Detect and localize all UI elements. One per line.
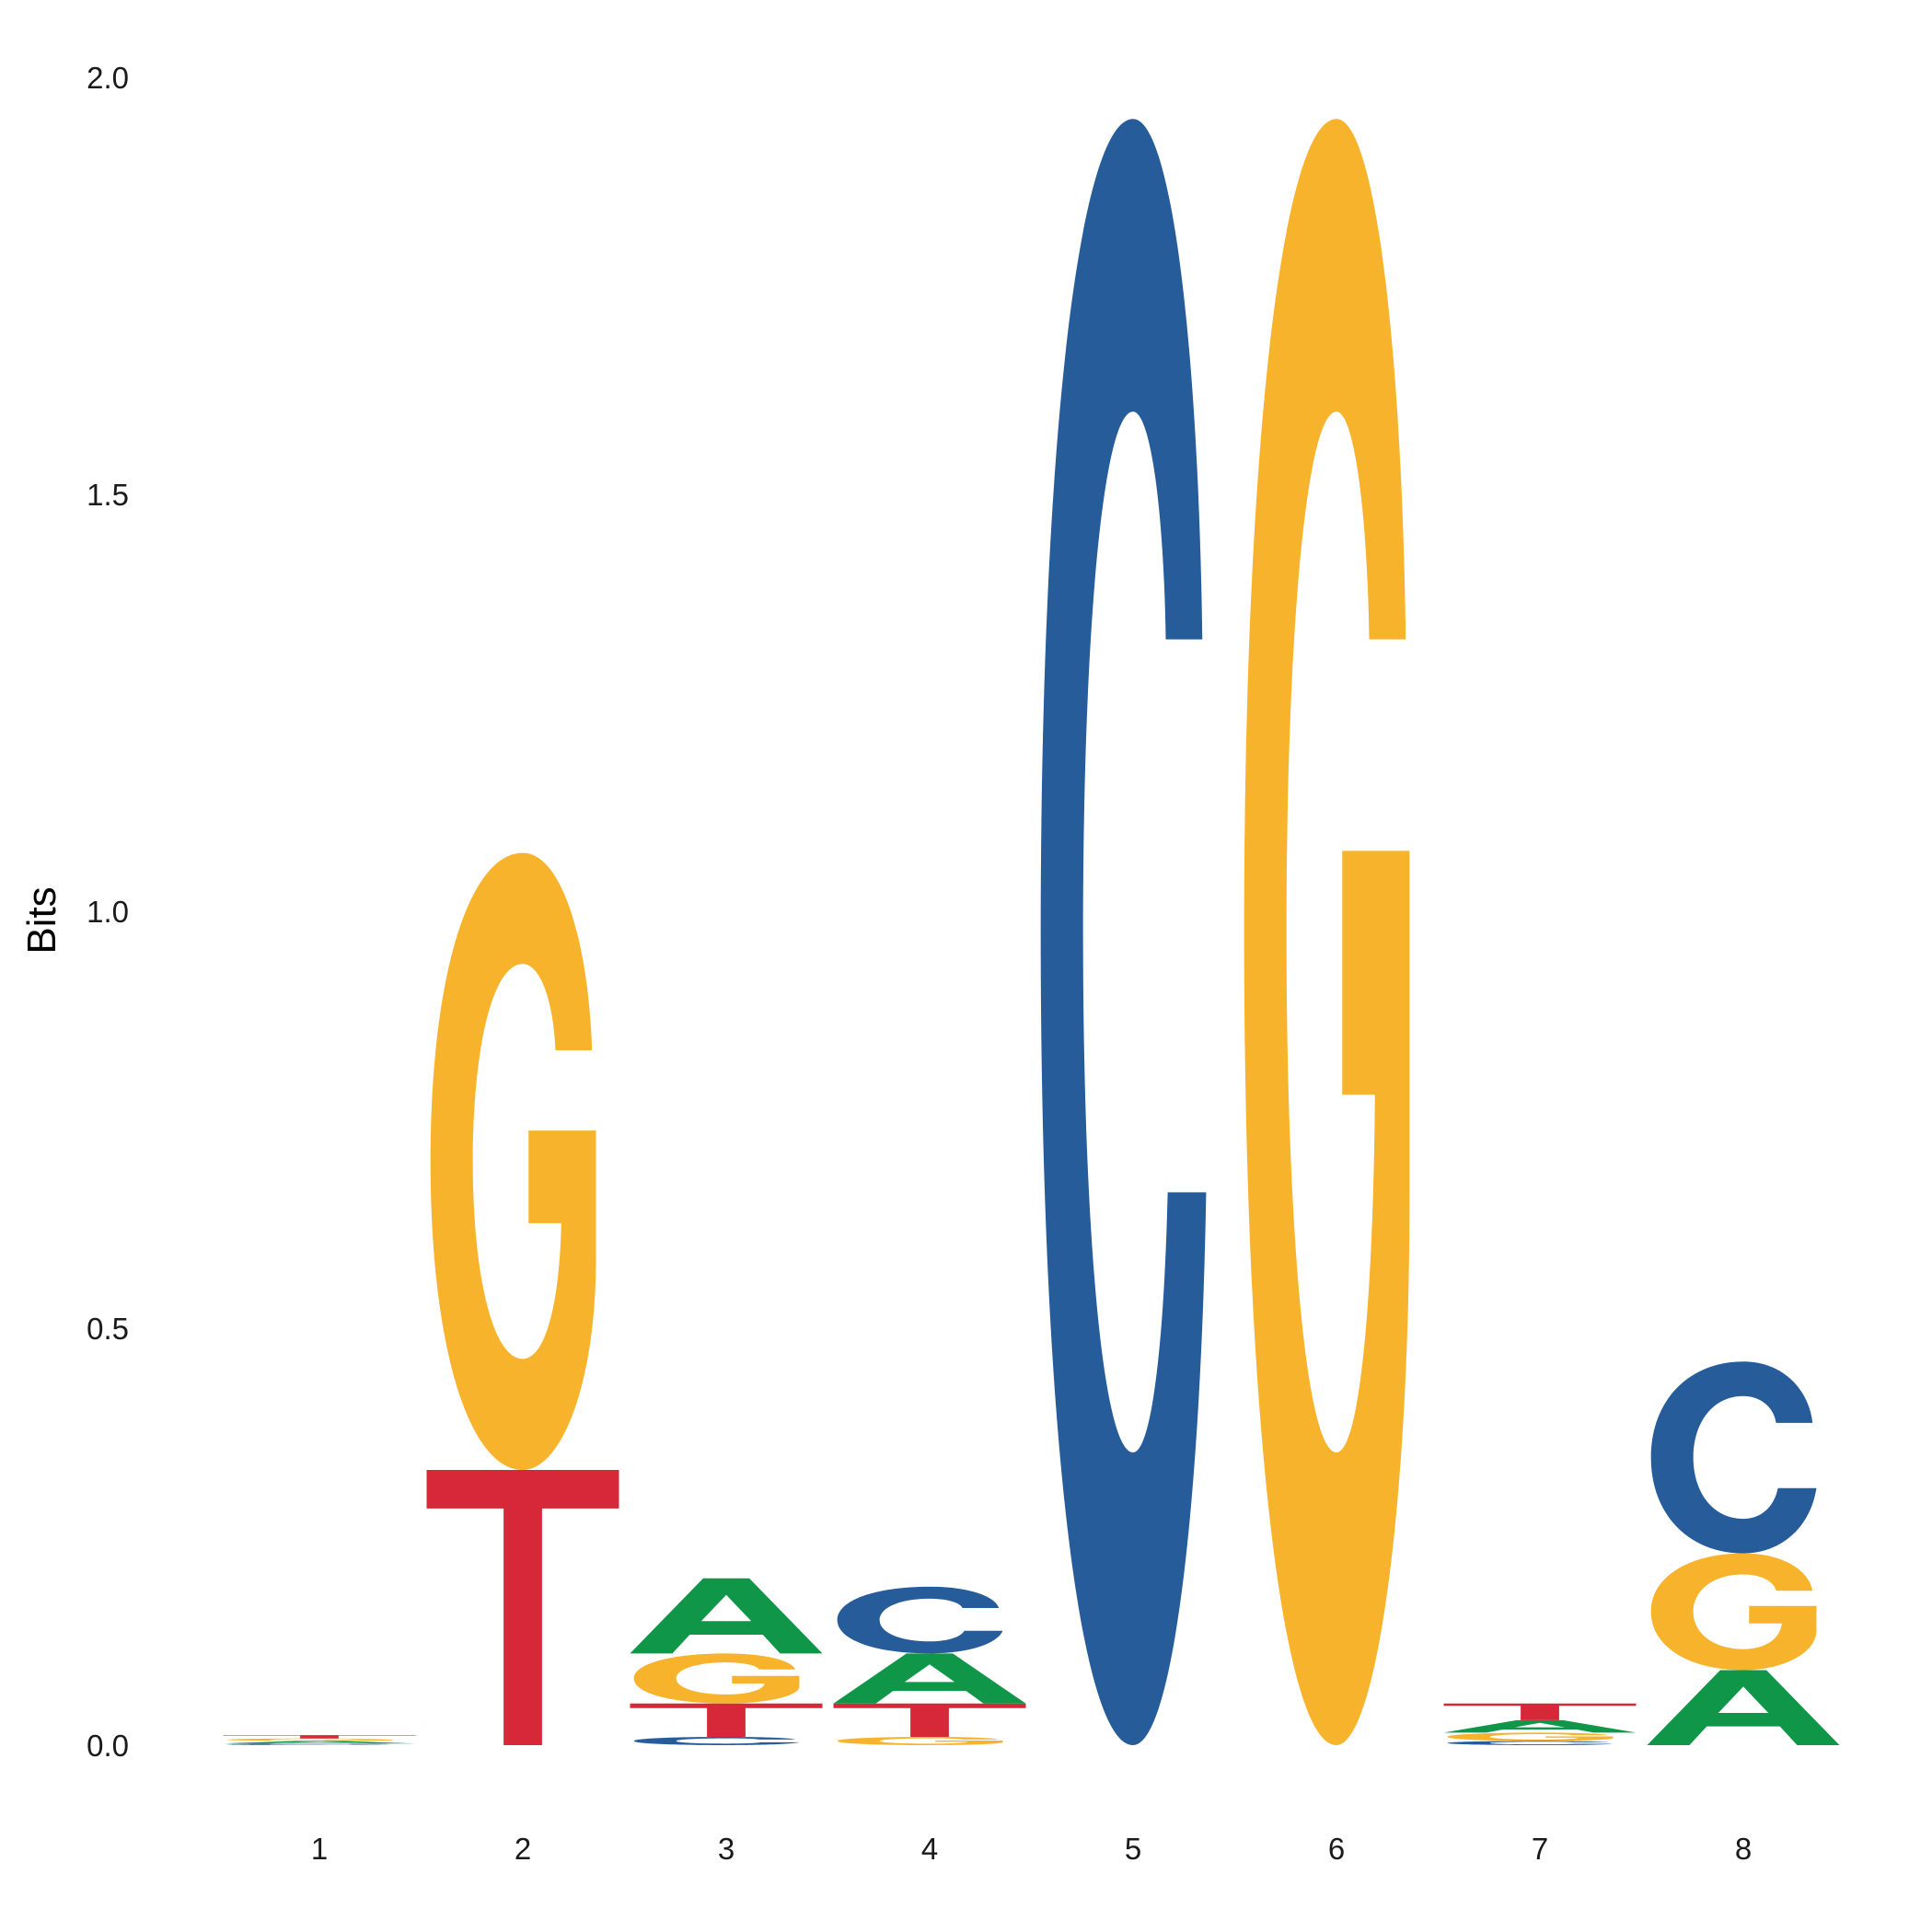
x-tick-label: 1 bbox=[311, 1832, 328, 1866]
y-tick-label: 0.0 bbox=[87, 1729, 129, 1763]
stack-position-4 bbox=[833, 1586, 1026, 1745]
x-tick-label: 7 bbox=[1532, 1832, 1548, 1866]
letter-G bbox=[633, 1653, 800, 1704]
letter-G bbox=[1447, 1732, 1614, 1741]
letter-T bbox=[1443, 1703, 1637, 1720]
x-tick-label: 4 bbox=[921, 1832, 938, 1866]
x-axis-ticks: 1 2 3 4 5 6 7 8 bbox=[311, 1832, 1752, 1866]
letter-G bbox=[1650, 1553, 1817, 1671]
stack-position-3 bbox=[630, 1578, 823, 1745]
letter-T bbox=[223, 1735, 416, 1739]
y-tick-label: 2.0 bbox=[87, 61, 129, 95]
letter-A bbox=[1647, 1670, 1840, 1745]
stack-position-1 bbox=[223, 1735, 416, 1745]
letter-T bbox=[833, 1703, 1026, 1737]
x-tick-label: 3 bbox=[718, 1832, 735, 1866]
letter-C bbox=[837, 1586, 1003, 1654]
x-tick-label: 8 bbox=[1735, 1832, 1752, 1866]
letter-stacks bbox=[223, 119, 1840, 1745]
y-tick-label: 1.0 bbox=[87, 895, 129, 929]
letter-T bbox=[630, 1703, 823, 1737]
y-tick-label: 1.5 bbox=[87, 478, 129, 512]
letter-G bbox=[430, 852, 596, 1471]
stack-position-2 bbox=[426, 852, 619, 1745]
stack-position-6 bbox=[1244, 119, 1410, 1745]
letter-G bbox=[226, 1738, 393, 1741]
letter-C bbox=[633, 1736, 800, 1745]
x-tick-label: 6 bbox=[1328, 1832, 1345, 1866]
y-tick-label: 0.5 bbox=[87, 1312, 129, 1346]
x-tick-label: 5 bbox=[1125, 1832, 1141, 1866]
letter-C bbox=[1650, 1361, 1817, 1554]
letter-T bbox=[426, 1470, 619, 1745]
stack-position-8 bbox=[1647, 1361, 1840, 1745]
letter-C bbox=[1040, 119, 1207, 1745]
letter-A bbox=[630, 1578, 823, 1654]
x-tick-label: 2 bbox=[515, 1832, 531, 1866]
letter-A bbox=[833, 1653, 1026, 1704]
letter-C bbox=[226, 1743, 393, 1745]
letter-G bbox=[837, 1736, 1003, 1745]
stack-position-5 bbox=[1040, 119, 1207, 1745]
letter-G bbox=[1244, 119, 1410, 1745]
stack-position-7 bbox=[1443, 1703, 1637, 1745]
letter-A bbox=[1443, 1719, 1637, 1733]
y-axis-ticks: 0.0 0.5 1.0 1.5 2.0 bbox=[87, 61, 129, 1763]
y-axis-title: Bits bbox=[19, 886, 64, 954]
letter-A bbox=[223, 1741, 416, 1744]
letter-C bbox=[1447, 1741, 1614, 1745]
